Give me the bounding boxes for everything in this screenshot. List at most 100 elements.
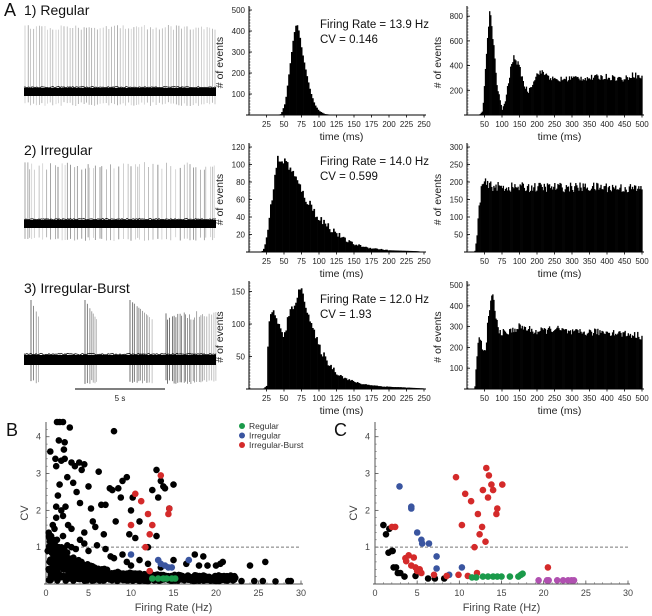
histogram-bar xyxy=(525,190,528,252)
histogram-bar xyxy=(407,387,409,389)
histogram-bar xyxy=(638,336,640,389)
histogram-bar xyxy=(293,176,296,252)
histogram-bar xyxy=(337,236,339,252)
scatter-point-unclassified xyxy=(219,558,227,566)
x-tick-label: 5 xyxy=(415,588,420,598)
histogram-bar xyxy=(503,330,506,389)
scatter-point-unclassified xyxy=(170,481,177,488)
scatter-point-red xyxy=(488,481,495,488)
histogram-bar xyxy=(502,185,505,252)
histogram-bar xyxy=(583,80,585,115)
cv-annotation: CV = 0.599 xyxy=(320,171,378,183)
histogram-bar xyxy=(584,183,586,252)
histogram-bar xyxy=(362,246,365,252)
scatter-point xyxy=(63,564,71,572)
histogram-bar xyxy=(291,171,293,252)
scatter-point xyxy=(66,555,74,562)
histogram-bar xyxy=(305,307,307,389)
histogram-bar xyxy=(609,190,612,252)
histogram-bar xyxy=(502,329,505,389)
histogram-bar xyxy=(596,182,598,252)
scatter-point-unclassified xyxy=(73,488,80,496)
histogram-bar xyxy=(394,250,397,252)
histogram-bar xyxy=(605,183,607,252)
histogram-bar xyxy=(393,250,395,252)
scatter-point xyxy=(58,548,66,556)
histogram-bar xyxy=(414,387,416,389)
histogram-bar xyxy=(303,197,306,252)
histogram-bar xyxy=(507,334,510,389)
histogram-bar xyxy=(348,240,351,252)
x-tick-label: 100 xyxy=(312,257,326,266)
histogram-bar xyxy=(312,210,314,252)
histogram-bar xyxy=(504,188,507,252)
x-tick-label: 100 xyxy=(495,120,509,129)
histogram-bar xyxy=(316,337,318,389)
histogram-bar xyxy=(610,335,613,389)
histogram-bar xyxy=(580,187,582,252)
scatter-point-magenta xyxy=(570,577,578,584)
histogram-bar xyxy=(341,237,344,252)
histogram-bar xyxy=(569,330,572,389)
histogram-bar xyxy=(542,71,544,115)
x-tick-label: 450 xyxy=(618,120,632,129)
histogram-bar xyxy=(577,187,579,252)
histogram-bar xyxy=(277,323,279,389)
histogram-bar xyxy=(612,187,615,252)
x-tick-label: 225 xyxy=(400,257,414,266)
y-tick-label: 20 xyxy=(236,231,245,240)
histogram-bar xyxy=(305,201,307,252)
firing-rate-annotation: Firing Rate = 12.0 Hz xyxy=(320,294,429,306)
histogram-bar xyxy=(606,331,608,389)
histogram-bar xyxy=(519,184,521,252)
histogram-bar xyxy=(600,75,602,115)
histogram-bar xyxy=(609,80,612,115)
histogram-bar xyxy=(587,190,590,252)
histogram-bar xyxy=(621,191,623,252)
histogram-bar xyxy=(500,335,502,389)
histogram-bar xyxy=(411,387,414,389)
histogram-bar xyxy=(569,182,572,252)
histogram-bar xyxy=(375,248,377,252)
histogram-bar xyxy=(543,183,545,252)
scatter-point-unclassified xyxy=(78,466,85,474)
scatter-point-unclassified xyxy=(149,486,156,494)
histogram-bar xyxy=(352,380,355,389)
histogram-bar xyxy=(530,190,532,252)
x-axis-label: Firing Rate (Hz) xyxy=(135,602,213,614)
histogram-bar xyxy=(601,330,603,389)
histogram-bar xyxy=(380,386,383,389)
histogram-bar xyxy=(306,312,309,389)
histogram-bar xyxy=(625,336,627,389)
scatter-point-unclassified xyxy=(93,542,101,549)
histogram-bar xyxy=(522,329,524,389)
scatter-point-red xyxy=(482,538,489,545)
histogram-bar xyxy=(514,328,516,389)
histogram-bar xyxy=(384,249,387,252)
scatter-point xyxy=(181,575,188,583)
histogram-bar xyxy=(309,88,311,115)
histogram-bar xyxy=(614,76,616,115)
scatter-point-irregular-burst xyxy=(157,472,165,479)
histogram-bar xyxy=(639,189,641,252)
scatter-point-red xyxy=(476,531,483,538)
scatter-point-unclassified xyxy=(287,577,295,585)
scatter-point-unclassified xyxy=(55,543,63,551)
histogram-bar xyxy=(535,76,537,115)
scatter-point-red xyxy=(484,494,492,501)
histogram-bar xyxy=(519,66,521,115)
y-tick-label: 2 xyxy=(36,505,41,515)
histogram-bar xyxy=(618,76,620,115)
histogram-bar xyxy=(576,329,578,389)
histogram-bar xyxy=(640,339,642,389)
scatter-point xyxy=(54,577,61,584)
histogram-bar xyxy=(527,329,530,389)
scatter-point-unclassified xyxy=(64,473,71,481)
histogram-bar xyxy=(565,76,568,115)
x-tick-label: 75 xyxy=(297,394,306,403)
histogram-bar xyxy=(602,189,604,252)
histogram-bar xyxy=(267,229,269,252)
histogram-bar xyxy=(503,103,506,115)
histogram-bar xyxy=(296,297,299,389)
histogram-bar xyxy=(553,78,555,115)
